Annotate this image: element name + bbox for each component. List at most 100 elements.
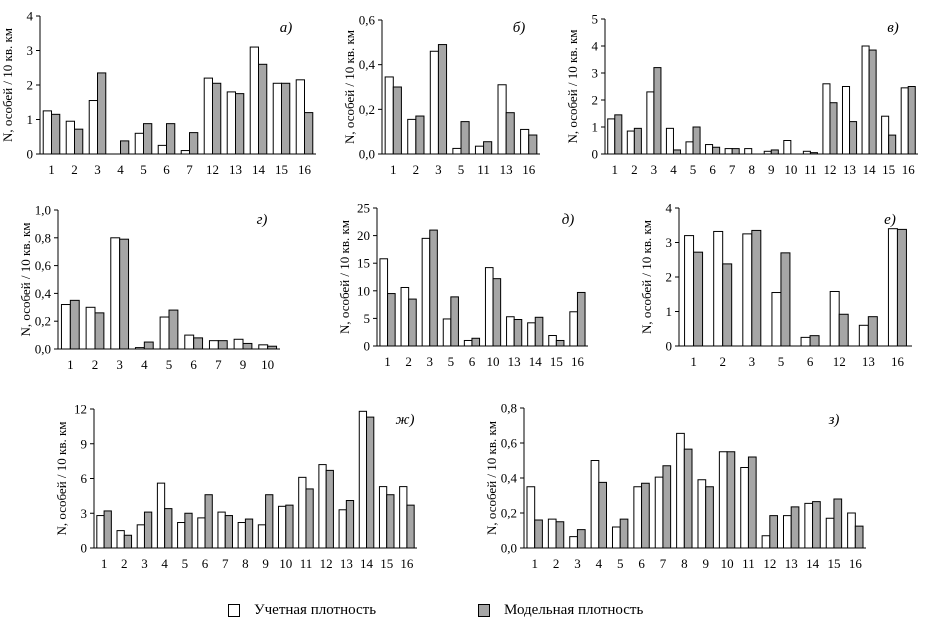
x-tick-label: 4 — [161, 556, 168, 571]
bar-model — [528, 134, 538, 155]
y-tick-label: 0 — [592, 147, 599, 162]
x-tick-label: 9 — [240, 357, 247, 372]
bar-observed — [65, 120, 76, 155]
bar-model — [386, 494, 395, 549]
bar-observed — [763, 150, 772, 155]
chart-panel-8: 0,0 0,2 0,4 0,6 0,8N, особей / 10 кв. км з) 1 2… — [484, 401, 866, 571]
bar-observed — [96, 515, 105, 549]
bar-observed — [881, 115, 890, 155]
x-tick-label: 11 — [804, 162, 817, 177]
bar-model — [505, 112, 515, 155]
bar-model — [437, 44, 448, 155]
bar-model — [345, 500, 355, 549]
x-tick-label: 1 — [612, 162, 619, 177]
x-tick-label: 2 — [631, 162, 638, 177]
y-tick-label: 1 — [592, 120, 599, 135]
bar-observed — [278, 505, 287, 549]
x-tick-label: 1 — [67, 357, 74, 372]
x-tick-label: 4 — [596, 556, 603, 571]
bar-observed — [249, 46, 260, 155]
y-tick-label: 4 — [592, 39, 599, 54]
x-tick-label: 8 — [681, 556, 688, 571]
bar-observed — [547, 518, 557, 549]
x-tick-label: 9 — [702, 556, 709, 571]
bar-model — [854, 525, 864, 549]
x-tick-label: 10 — [261, 357, 274, 372]
bar-observed — [705, 144, 714, 155]
panel-label: е) — [884, 212, 896, 228]
bar-observed — [526, 486, 536, 549]
bar-observed — [548, 335, 557, 347]
bar-model — [867, 316, 878, 347]
bar-observed — [858, 324, 869, 347]
x-tick-label: 1 — [48, 162, 55, 177]
y-tick-label: 2 — [666, 270, 673, 285]
bar-observed — [771, 292, 782, 347]
y-tick-label: 10 — [357, 283, 370, 298]
x-tick-label: 16 — [902, 162, 916, 177]
bar-model — [809, 152, 818, 155]
bar-observed — [744, 148, 753, 155]
bar-observed — [295, 79, 306, 155]
x-tick-label: 6 — [709, 162, 716, 177]
bar-model — [143, 511, 153, 549]
bar-observed — [626, 130, 635, 155]
x-tick-label: 3 — [435, 162, 442, 177]
y-tick-label: 25 — [357, 201, 370, 216]
bar-model — [769, 515, 779, 549]
bar-observed — [407, 118, 417, 155]
x-tick-label: 7 — [186, 162, 193, 177]
bar-observed — [611, 526, 621, 549]
bar-observed — [697, 479, 707, 549]
bar-model — [366, 416, 375, 549]
bar-model — [305, 488, 314, 549]
x-tick-label: 5 — [690, 162, 697, 177]
x-tick-label: 11 — [742, 556, 755, 571]
bar-observed — [156, 482, 166, 549]
bar-observed — [298, 476, 307, 549]
bar-model — [731, 148, 740, 155]
bar-observed — [217, 511, 226, 549]
panel-label: а) — [280, 20, 293, 36]
x-tick-label: 1 — [690, 354, 697, 369]
x-tick-label: 1 — [531, 556, 538, 571]
panel-label: з) — [828, 412, 840, 428]
bar-model — [683, 448, 693, 549]
x-tick-label: 3 — [651, 162, 658, 177]
y-tick-label: 0 — [666, 339, 673, 354]
x-tick-label: 5 — [166, 357, 173, 372]
bar-observed — [233, 338, 244, 350]
bar-observed — [665, 127, 674, 155]
bar-model — [460, 121, 470, 155]
x-tick-label: 5 — [617, 556, 624, 571]
panel-label: в) — [887, 20, 899, 36]
x-tick-label: 14 — [360, 556, 374, 571]
x-tick-label: 14 — [863, 162, 877, 177]
bar-model — [534, 519, 543, 549]
bar-observed — [800, 336, 811, 347]
x-tick-label: 11 — [300, 556, 313, 571]
y-tick-label: 9 — [81, 436, 88, 451]
x-tick-label: 7 — [660, 556, 667, 571]
bar-model — [120, 140, 130, 155]
y-tick-label: 12 — [74, 402, 87, 417]
bar-observed — [226, 91, 237, 155]
bar-observed — [400, 286, 410, 347]
x-tick-label: 8 — [242, 556, 249, 571]
bar-observed — [802, 150, 811, 155]
bar-model — [242, 342, 253, 350]
x-tick-label: 16 — [849, 556, 863, 571]
bar-model — [712, 146, 721, 155]
bar-model — [809, 335, 820, 347]
y-tick-label: 0,2 — [359, 102, 375, 117]
bar-model — [103, 510, 112, 549]
x-tick-label: 1 — [390, 162, 397, 177]
bar-model — [189, 132, 199, 155]
bar-model — [69, 299, 80, 350]
chart-panel-4: 0,0 0,2 0,4 0,6 0,8 1,0N, особей / 10 кв. км г… — [18, 203, 280, 372]
bar-model — [119, 238, 130, 350]
x-tick-label: 7 — [215, 357, 222, 372]
